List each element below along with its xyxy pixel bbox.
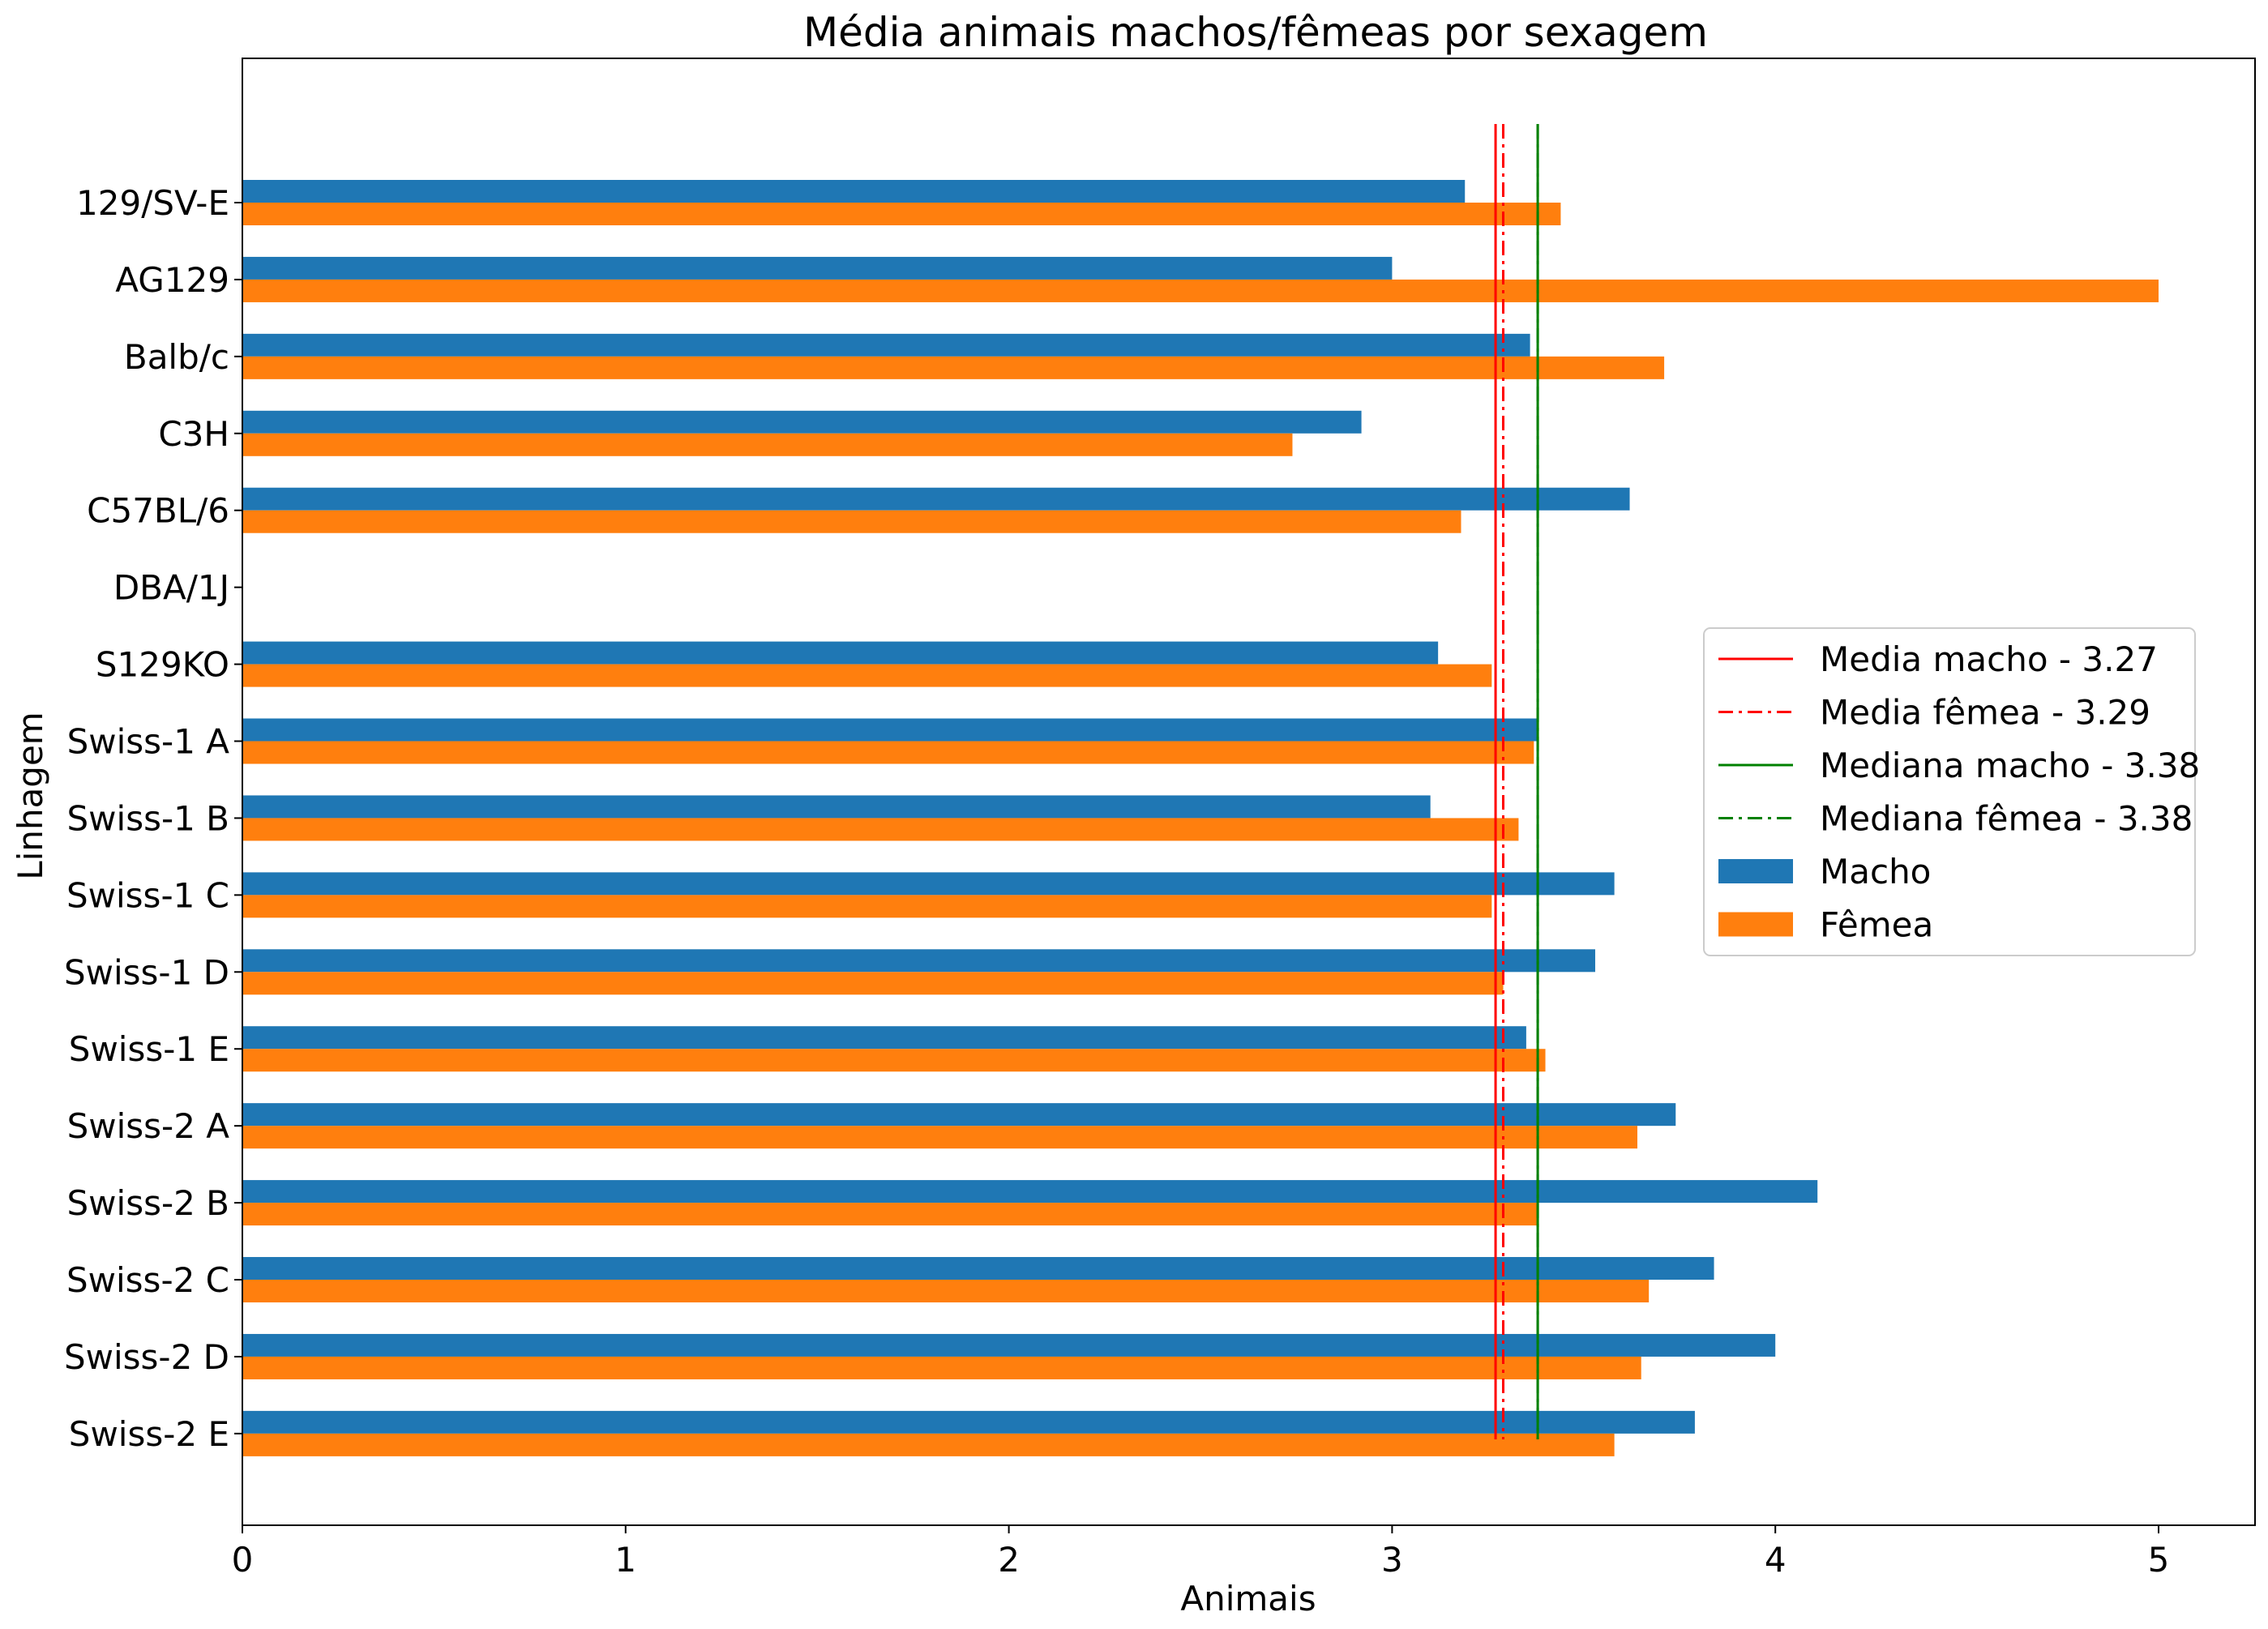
y-tick-label: Swiss-1 C xyxy=(66,875,229,915)
y-tick-label: Swiss-2 B xyxy=(67,1183,229,1223)
bar-macho xyxy=(242,487,1630,511)
bar-femea xyxy=(242,356,1665,379)
bar-femea xyxy=(242,895,1492,918)
bar-macho xyxy=(242,1333,1776,1357)
legend-box xyxy=(1703,627,2196,956)
y-tick-label: Swiss-2 C xyxy=(66,1260,229,1300)
plot-frame xyxy=(242,58,2256,1526)
bar-femea xyxy=(242,741,1534,764)
y-tick-label: DBA/1J xyxy=(113,568,229,608)
legend: Media macho - 3.27 Media fêmea - 3.29 Medi… xyxy=(1703,627,2200,956)
bar-macho xyxy=(242,180,1466,203)
plot-area xyxy=(242,124,2159,1456)
y-tick-label: 129/SV-E xyxy=(76,183,229,223)
bar-femea xyxy=(242,818,1519,841)
bar-macho xyxy=(242,333,1530,357)
bar-femea xyxy=(242,1049,1546,1072)
x-tick-label: 4 xyxy=(1765,1540,1787,1580)
legend-label: Mediana macho - 3.38 xyxy=(1820,746,2200,785)
y-tick-label: Swiss-1 D xyxy=(64,952,229,992)
x-tick-label: 1 xyxy=(614,1540,636,1580)
bar-macho xyxy=(242,1026,1526,1050)
x-tick-label: 0 xyxy=(232,1540,254,1580)
y-tick-label: Swiss-2 E xyxy=(69,1414,229,1454)
y-tick-label: C57BL/6 xyxy=(87,491,229,531)
bar-macho xyxy=(242,641,1439,665)
bar-femea xyxy=(242,972,1504,995)
x-tick-label: 3 xyxy=(1381,1540,1403,1580)
bar-femea xyxy=(242,1126,1637,1149)
bar-macho xyxy=(242,256,1393,280)
y-tick-label: Balb/c xyxy=(124,337,229,377)
x-axis-ticks: 0 1 2 3 4 5 xyxy=(232,1525,2170,1580)
bar-macho xyxy=(242,1410,1695,1434)
legend-label: Media macho - 3.27 xyxy=(1820,639,2158,679)
bar-femea xyxy=(242,1356,1641,1379)
y-tick-label: S129KO xyxy=(96,645,229,685)
bar-femea xyxy=(242,1433,1615,1456)
bar-macho xyxy=(242,718,1538,742)
x-tick-label: 2 xyxy=(998,1540,1020,1580)
bar-macho xyxy=(242,410,1362,434)
x-tick-label: 5 xyxy=(2148,1540,2170,1580)
y-tick-label: Swiss-1 B xyxy=(67,798,229,838)
bar-macho xyxy=(242,1180,1818,1204)
bar-femea xyxy=(242,1280,1650,1303)
legend-label: Media fêmea - 3.29 xyxy=(1820,693,2150,733)
x-axis-label: Animais xyxy=(1180,1579,1316,1618)
y-tick-label: Swiss-2 A xyxy=(67,1106,230,1146)
bar-macho xyxy=(242,949,1595,973)
bar-femea xyxy=(242,1203,1538,1226)
bar-femea xyxy=(242,203,1561,225)
y-axis-label: Linhagem xyxy=(11,712,50,879)
bar-femea xyxy=(242,433,1293,456)
y-tick-label: Swiss-2 D xyxy=(64,1337,229,1377)
chart-title: Média animais machos/fêmeas por sexagem xyxy=(803,9,1708,56)
legend-label: Fêmea xyxy=(1820,905,1933,945)
legend-bar-swatch xyxy=(1718,912,1793,937)
bar-macho xyxy=(242,1103,1676,1127)
y-tick-label: Swiss-1 E xyxy=(69,1029,229,1069)
bar-femea xyxy=(242,279,2159,302)
legend-bar-swatch xyxy=(1718,859,1793,883)
legend-label: Macho xyxy=(1820,852,1931,891)
bar-macho xyxy=(242,872,1615,896)
bar-femea xyxy=(242,510,1461,533)
legend-label: Mediana fêmea - 3.38 xyxy=(1820,799,2193,839)
y-axis-ticks: 129/SV-E AG129 Balb/c C3H C57BL/6 DBA/1J S129K… xyxy=(64,183,242,1454)
bar-macho xyxy=(242,1257,1714,1281)
y-tick-label: AG129 xyxy=(115,260,229,300)
bar-macho xyxy=(242,795,1431,819)
bar-femea xyxy=(242,664,1492,687)
y-tick-label: C3H xyxy=(158,414,229,454)
y-tick-label: Swiss-1 A xyxy=(67,722,230,762)
